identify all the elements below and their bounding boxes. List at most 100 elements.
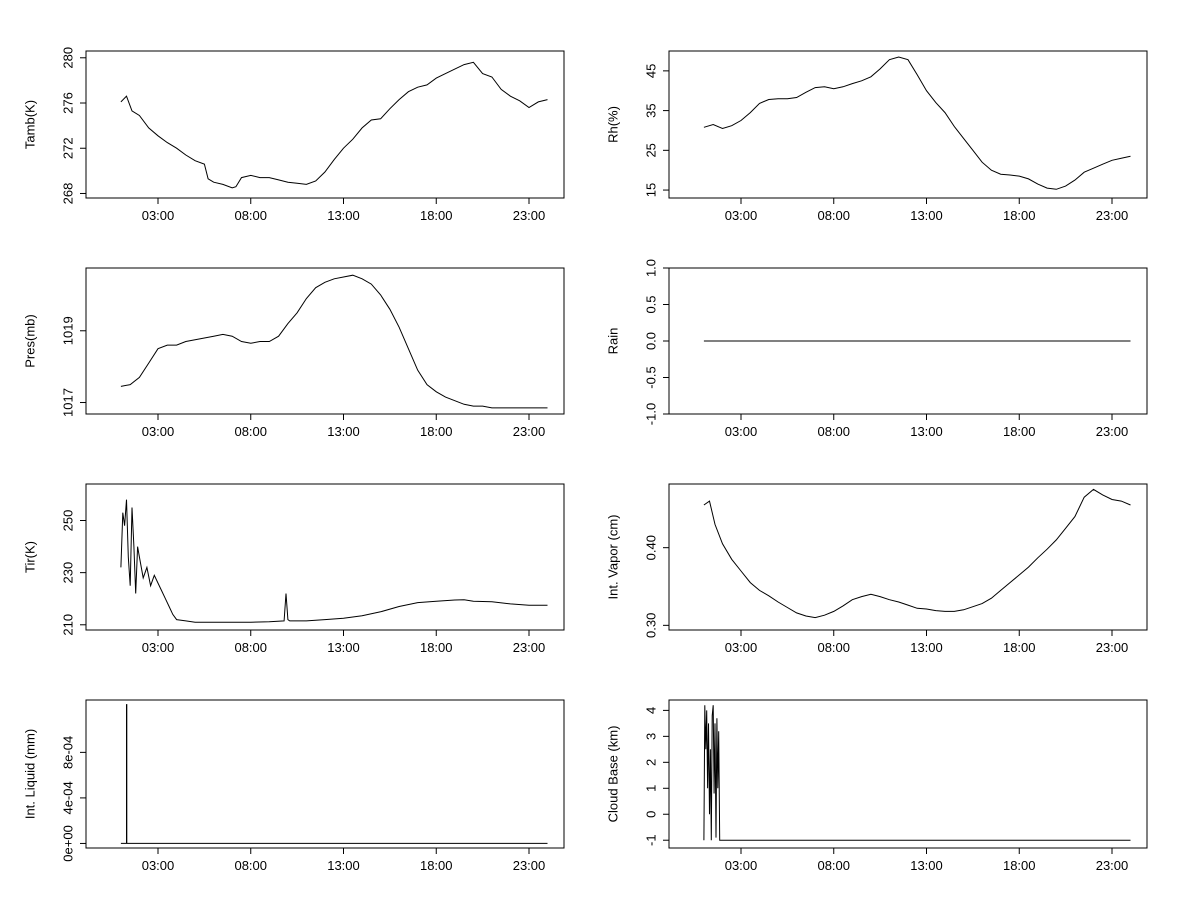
y-tick-label: 2 xyxy=(644,759,659,766)
y-tick-label: 4e-04 xyxy=(61,781,76,814)
y-axis-label: Int. Liquid (mm) xyxy=(23,729,38,819)
x-tick-label: 03:00 xyxy=(725,424,758,439)
plot-frame xyxy=(668,50,1148,199)
y-axis-label: Rain xyxy=(606,328,621,355)
x-tick-label: 03:00 xyxy=(725,858,758,873)
panel-3: 03:00 08:00 13:00 18:00 23:00 1017 1019 Pres(mb… xyxy=(23,267,565,439)
x-tick-label: 23:00 xyxy=(1096,640,1129,655)
y-tick-label: -1 xyxy=(644,834,659,846)
panel-4: 03:00 08:00 13:00 18:00 23:00 -1.0 -0.5 0.0 0.5 1… xyxy=(606,259,1148,439)
x-tick-label: 13:00 xyxy=(910,640,943,655)
y-tick-label: 280 xyxy=(61,47,76,69)
x-tick-label: 23:00 xyxy=(1096,858,1129,873)
x-tick-label: 23:00 xyxy=(513,208,546,223)
x-tick-label: 13:00 xyxy=(910,424,943,439)
x-tick-label: 03:00 xyxy=(142,858,175,873)
y-tick-label: -1.0 xyxy=(644,403,659,425)
x-tick-label: 18:00 xyxy=(420,858,453,873)
y-tick-label: 4 xyxy=(644,707,659,714)
series-line xyxy=(120,704,548,844)
y-tick-label: 0.0 xyxy=(644,332,659,350)
y-tick-label: 1.0 xyxy=(644,259,659,277)
panel-8: 03:00 08:00 13:00 18:00 23:00 -1 0 1 2 3 4 Cloud Ba… xyxy=(606,699,1148,873)
x-tick-label: 13:00 xyxy=(327,858,360,873)
y-tick-label: 25 xyxy=(644,143,659,157)
x-tick-label: 08:00 xyxy=(817,208,850,223)
series-line xyxy=(120,499,548,623)
x-tick-label: 18:00 xyxy=(1003,858,1036,873)
x-tick-label: 23:00 xyxy=(1096,208,1129,223)
series-line xyxy=(120,61,548,189)
x-tick-label: 03:00 xyxy=(142,208,175,223)
x-tick-label: 08:00 xyxy=(817,640,850,655)
y-tick-label: 1019 xyxy=(61,316,76,345)
x-tick-label: 23:00 xyxy=(513,424,546,439)
plot-frame xyxy=(668,699,1148,849)
x-tick-label: 18:00 xyxy=(420,208,453,223)
y-tick-label: 230 xyxy=(61,562,76,584)
y-axis-label: Tamb(K) xyxy=(23,100,38,149)
x-tick-label: 08:00 xyxy=(234,640,267,655)
y-tick-label: 45 xyxy=(644,64,659,78)
y-tick-label: 210 xyxy=(61,614,76,636)
x-tick-label: 18:00 xyxy=(1003,640,1036,655)
y-tick-label: -0.5 xyxy=(644,366,659,388)
x-tick-label: 03:00 xyxy=(142,640,175,655)
y-tick-label: 1 xyxy=(644,785,659,792)
x-tick-label: 08:00 xyxy=(234,208,267,223)
y-tick-label: 272 xyxy=(61,137,76,159)
x-tick-label: 13:00 xyxy=(910,858,943,873)
y-tick-label: 0 xyxy=(644,811,659,818)
x-tick-label: 08:00 xyxy=(234,858,267,873)
series-line xyxy=(703,56,1131,190)
x-tick-label: 13:00 xyxy=(327,640,360,655)
y-tick-label: 8e-04 xyxy=(61,736,76,769)
x-tick-label: 18:00 xyxy=(420,424,453,439)
y-tick-label: 0e+00 xyxy=(61,825,76,862)
x-tick-label: 23:00 xyxy=(513,640,546,655)
x-tick-label: 13:00 xyxy=(327,208,360,223)
x-tick-label: 18:00 xyxy=(420,640,453,655)
x-tick-label: 03:00 xyxy=(142,424,175,439)
series-line xyxy=(120,274,548,409)
y-tick-label: 35 xyxy=(644,103,659,117)
plot-frame xyxy=(85,267,565,415)
x-tick-label: 08:00 xyxy=(234,424,267,439)
x-tick-label: 23:00 xyxy=(1096,424,1129,439)
y-axis-label: Tir(K) xyxy=(23,541,38,573)
x-tick-label: 18:00 xyxy=(1003,208,1036,223)
y-tick-label: 268 xyxy=(61,183,76,205)
y-tick-label: 0.40 xyxy=(644,535,659,560)
x-tick-label: 18:00 xyxy=(1003,424,1036,439)
panel-7: 03:00 08:00 13:00 18:00 23:00 0e+00 4e-04 8e-04… xyxy=(23,699,565,873)
x-tick-label: 13:00 xyxy=(910,208,943,223)
y-axis-label: Int. Vapor (cm) xyxy=(606,514,621,599)
panel-5: 03:00 08:00 13:00 18:00 23:00 210 230 250 Tir(K) xyxy=(23,483,565,655)
y-tick-label: 1017 xyxy=(61,388,76,417)
series-line xyxy=(703,488,1131,619)
plot-frame xyxy=(85,483,565,631)
panel-1: 03:00 08:00 13:00 18:00 23:00 268 272 276 280 Tam… xyxy=(23,47,565,223)
plot-frame xyxy=(85,50,565,199)
y-axis-label: Rh(%) xyxy=(606,106,621,143)
plot-frame xyxy=(668,483,1148,631)
x-tick-label: 08:00 xyxy=(817,424,850,439)
panel-6: 03:00 08:00 13:00 18:00 23:00 0.30 0.40 Int. Va… xyxy=(606,483,1148,655)
y-tick-label: 276 xyxy=(61,92,76,114)
y-axis-label: Cloud Base (km) xyxy=(606,726,621,823)
x-tick-label: 23:00 xyxy=(513,858,546,873)
y-tick-label: 0.5 xyxy=(644,295,659,313)
y-tick-label: 250 xyxy=(61,510,76,532)
plot-frame xyxy=(85,699,565,849)
y-tick-label: 3 xyxy=(644,733,659,740)
y-axis-label: Pres(mb) xyxy=(23,314,38,367)
x-tick-label: 08:00 xyxy=(817,858,850,873)
panel-2: 03:00 08:00 13:00 18:00 23:00 15 25 35 45 Rh(%) xyxy=(606,50,1148,223)
x-tick-label: 13:00 xyxy=(327,424,360,439)
y-tick-label: 0.30 xyxy=(644,613,659,638)
y-tick-label: 15 xyxy=(644,183,659,197)
x-tick-label: 03:00 xyxy=(725,640,758,655)
x-tick-label: 03:00 xyxy=(725,208,758,223)
series-line xyxy=(703,705,1131,841)
